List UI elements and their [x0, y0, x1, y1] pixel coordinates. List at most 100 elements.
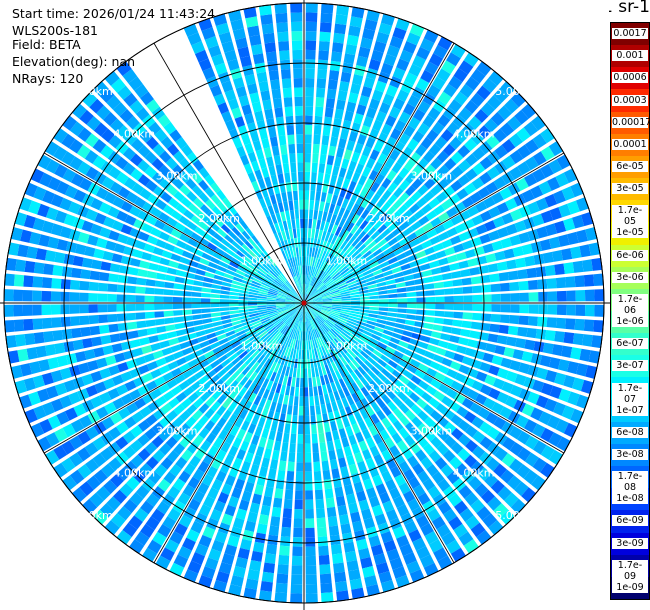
ppi-cell	[111, 374, 124, 386]
ppi-cell	[548, 236, 561, 249]
ppi-cell	[343, 53, 356, 65]
ppi-cell	[262, 368, 270, 378]
ppi-cell	[490, 283, 501, 293]
ppi-cell	[233, 253, 244, 262]
ppi-cell	[229, 299, 239, 303]
ppi-cell	[158, 231, 170, 242]
ppi-cell	[290, 238, 295, 248]
ppi-cell	[258, 437, 267, 448]
ppi-cell	[395, 282, 406, 288]
ppi-cell	[307, 285, 313, 295]
ppi-cell	[347, 317, 358, 323]
ppi-cell	[209, 374, 220, 384]
ppi-cell	[7, 350, 20, 364]
ppi-cell	[239, 55, 252, 68]
ppi-cell	[324, 333, 332, 343]
ppi-cell	[61, 328, 73, 340]
ppi-cell	[457, 174, 471, 187]
ppi-cell	[292, 59, 303, 69]
ppi-cell	[70, 279, 81, 290]
ppi-cell	[588, 350, 601, 364]
ppi-cell	[335, 336, 344, 345]
ppi-cell	[398, 460, 411, 473]
ppi-cell	[262, 206, 270, 218]
ppi-cell	[22, 290, 33, 302]
ppi-cell	[137, 174, 151, 187]
ppi-cell	[351, 237, 361, 247]
ppi-cell	[384, 378, 395, 389]
ppi-cell	[458, 531, 474, 546]
ppi-cell	[330, 174, 338, 186]
ppi-cell	[416, 46, 431, 61]
ppi-cell	[129, 492, 144, 506]
ppi-cell	[333, 32, 345, 44]
ppi-cell	[553, 190, 566, 205]
ppi-cell	[231, 320, 242, 326]
ppi-cell	[10, 365, 23, 379]
ppi-cell	[345, 277, 356, 284]
ppi-cell	[123, 131, 138, 146]
ppi-cell	[271, 329, 279, 338]
ppi-cell	[254, 245, 263, 254]
ppi-cell	[4, 319, 15, 333]
ppi-cell	[304, 434, 311, 444]
ppi-cell	[310, 289, 318, 297]
ppi-cell	[342, 376, 351, 387]
ppi-cell	[429, 260, 440, 269]
ppi-cell	[296, 340, 300, 350]
ppi-cell	[276, 333, 284, 343]
ppi-cell	[116, 304, 127, 312]
ppi-cell	[98, 282, 109, 292]
ppi-cell	[493, 503, 509, 518]
ppi-cell	[330, 289, 340, 295]
range-ring-label: 4.00km	[453, 467, 495, 480]
ppi-cell	[234, 478, 245, 490]
ppi-cell	[257, 300, 267, 303]
instrument-label: WLS200s-181	[12, 23, 98, 38]
ppi-cell	[269, 136, 279, 147]
ppi-cell	[395, 318, 406, 324]
ppi-cell	[443, 83, 457, 98]
ppi-cell	[279, 274, 287, 282]
ppi-cell	[513, 193, 527, 207]
ppi-cell	[321, 307, 332, 312]
ppi-cell	[488, 520, 504, 535]
ppi-cell	[296, 275, 300, 285]
ppi-cell	[446, 227, 458, 238]
ppi-cell	[374, 326, 385, 333]
ppi-cell	[249, 502, 260, 514]
ppi-cell	[296, 330, 300, 340]
ppi-cell	[286, 306, 296, 312]
ppi-cell	[292, 266, 297, 277]
ppi-cell	[163, 471, 177, 485]
ppi-cell	[359, 376, 369, 387]
ppi-cell	[276, 298, 286, 301]
ppi-cell	[437, 178, 449, 191]
ppi-cell	[397, 303, 408, 308]
ppi-cell	[306, 275, 309, 285]
ppi-cell	[409, 203, 420, 214]
ppi-cell	[320, 3, 334, 14]
ppi-cell	[92, 437, 106, 451]
ppi-cell	[285, 305, 295, 308]
ppi-cell	[204, 174, 216, 186]
ppi-cell	[320, 290, 330, 296]
ppi-cell	[255, 445, 265, 457]
ppi-cell	[309, 310, 316, 319]
ppi-cell	[521, 189, 535, 203]
ppi-cell	[516, 464, 531, 479]
ppi-cell	[322, 300, 333, 302]
ppi-cell	[507, 270, 519, 281]
ppi-cell	[295, 124, 303, 135]
ppi-cell	[460, 268, 471, 278]
ppi-cell	[305, 68, 315, 79]
ppi-cell	[352, 328, 363, 336]
ppi-cell	[283, 394, 289, 405]
ppi-cell	[72, 217, 85, 230]
ppi-cell	[470, 460, 485, 475]
ppi-cell	[298, 349, 302, 360]
ppi-cell	[451, 427, 464, 441]
ppi-cell	[365, 405, 375, 417]
ppi-cell	[37, 154, 52, 170]
ppi-cell	[334, 323, 344, 331]
